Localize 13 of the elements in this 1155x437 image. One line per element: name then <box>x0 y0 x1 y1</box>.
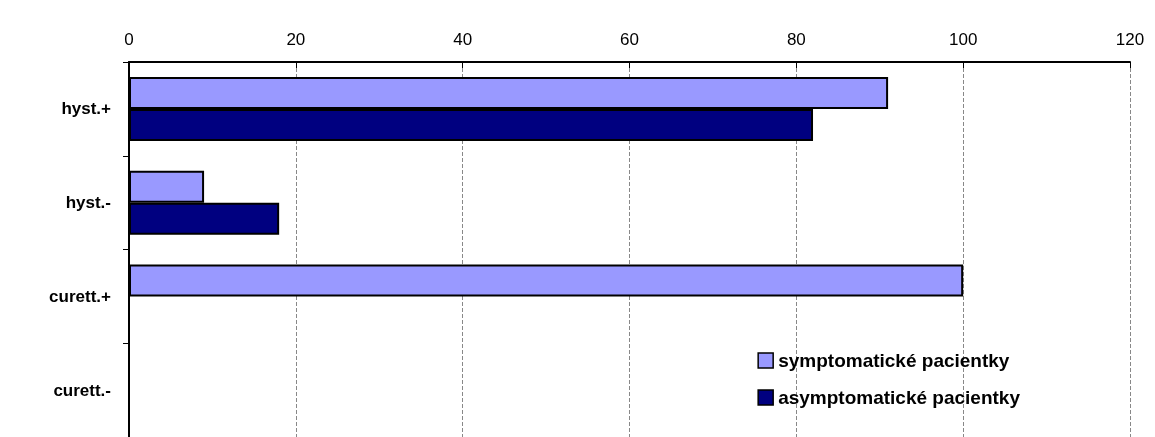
x-tick-label: 40 <box>453 30 473 49</box>
x-tick-label: 0 <box>124 30 134 49</box>
y-tick-label: curett.- <box>53 380 111 400</box>
y-tick-label: curett.+ <box>49 286 112 306</box>
x-tick-label: 100 <box>948 30 978 49</box>
x-tick-label: 120 <box>1115 30 1145 49</box>
x-tick-label: 60 <box>620 30 639 49</box>
legend-label: asymptomatické pacientky <box>778 387 1021 408</box>
x-tick-label: 80 <box>786 30 806 49</box>
x-tick-label: 20 <box>286 30 306 49</box>
y-tick-label: hyst.+ <box>61 99 112 119</box>
legend-label: symptomatické pacientky <box>778 350 1010 371</box>
y-tick-label: hyst.- <box>65 193 111 213</box>
